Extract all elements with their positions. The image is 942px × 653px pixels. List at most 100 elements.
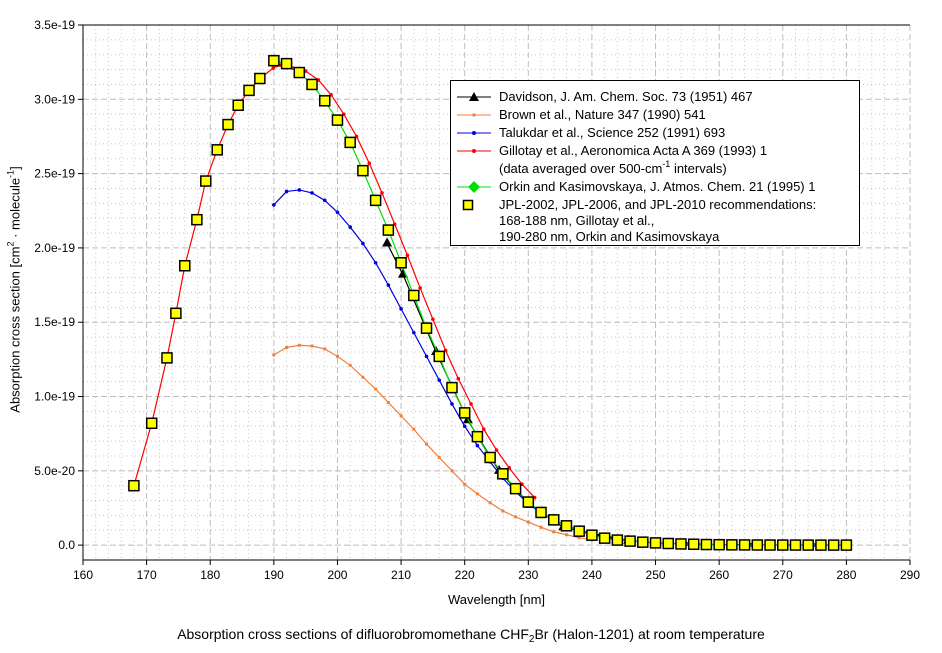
data-point	[272, 353, 276, 357]
data-point	[412, 427, 416, 431]
data-point	[361, 375, 365, 379]
data-point	[437, 378, 442, 382]
data-point	[374, 387, 378, 391]
data-point-square	[637, 536, 649, 548]
data-point-square	[471, 430, 484, 443]
legend-note-part: (data averaged over 500-cm	[499, 161, 663, 176]
legend-label-talukdar: Talukdar et al., Science 252 (1991) 693	[499, 125, 726, 140]
x-tick-label: 270	[773, 568, 793, 582]
data-point-square	[254, 72, 266, 85]
data-point	[450, 469, 454, 473]
data-point	[488, 501, 492, 505]
data-point	[322, 198, 327, 203]
legend-label-gillotay-note: (data averaged over 500-cm-1 intervals)	[499, 160, 727, 177]
y-label-part: · molecule	[7, 177, 23, 242]
data-point	[450, 402, 454, 406]
data-point	[456, 376, 461, 381]
legend-symbol-diamond-icon	[457, 181, 491, 193]
data-point-square	[211, 144, 223, 156]
x-tick-label: 170	[137, 568, 157, 582]
data-point-square	[433, 350, 445, 363]
data-point-square	[624, 535, 636, 547]
legend-label-jpl-line: 190-280 nm, Orkin and Kasimovskaya	[499, 229, 720, 244]
x-tick-label: 200	[327, 568, 347, 582]
data-point-square	[700, 538, 713, 551]
data-point	[526, 520, 530, 524]
data-point-square	[318, 95, 331, 107]
data-point-square	[611, 534, 624, 546]
data-point	[514, 515, 518, 519]
y-label-part: Absorption cross section [cm	[7, 246, 23, 413]
data-point-square	[509, 482, 522, 495]
data-point	[481, 427, 486, 432]
data-point	[462, 424, 467, 429]
legend: Davidson, J. Am. Chem. Soc. 73 (1951) 46…	[450, 80, 860, 246]
legend-label-davidson: Davidson, J. Am. Chem. Soc. 73 (1951) 46…	[499, 89, 753, 104]
y-label-sup: -1	[5, 169, 16, 178]
caption-part: Br (Halon-1201) at room temperature	[534, 626, 765, 642]
data-point-square	[306, 78, 318, 91]
data-point	[272, 203, 276, 207]
data-point	[380, 191, 384, 195]
x-tick-label: 230	[518, 568, 538, 582]
data-point	[552, 530, 556, 534]
x-axis-label: Wavelength [nm]	[447, 592, 546, 607]
data-point	[539, 525, 543, 529]
legend-label-gillotay: Gillotay et al., Aeronomica Acta A 369 (…	[499, 143, 768, 158]
legend-label-orkin: Orkin and Kasimovskaya, J. Atmos. Chem. …	[499, 179, 816, 194]
data-point-square	[675, 538, 687, 550]
data-point-square	[179, 260, 191, 272]
data-point-square	[458, 407, 471, 419]
data-point-square	[764, 539, 776, 551]
x-tick-label: 190	[264, 568, 284, 582]
legend-label-brown: Brown et al., Nature 347 (1990) 541	[499, 107, 706, 122]
data-point-square	[395, 257, 407, 269]
data-point	[412, 330, 416, 335]
data-point-square	[280, 57, 293, 70]
legend-symbol-square-icon	[462, 199, 474, 211]
series-line	[273, 60, 847, 546]
data-point	[271, 66, 276, 70]
legend-note-part: intervals)	[670, 161, 727, 176]
data-point-square	[713, 538, 725, 551]
data-point	[361, 241, 365, 246]
data-point-square	[484, 451, 496, 464]
series-0	[382, 237, 634, 544]
data-point-square	[369, 194, 382, 207]
data-point	[373, 260, 378, 265]
data-point	[469, 402, 473, 406]
series-line	[133, 64, 536, 498]
data-point-square	[170, 307, 182, 320]
data-point	[348, 225, 352, 229]
data-point	[335, 210, 340, 215]
data-point-square	[222, 118, 234, 131]
data-point-square	[777, 539, 789, 551]
y-tick-label: 3.0e-19	[34, 92, 75, 106]
data-point-square	[420, 322, 433, 334]
y-label-sup: 2	[5, 241, 16, 247]
data-point-square	[548, 514, 560, 526]
data-point-square	[145, 417, 158, 430]
data-point	[425, 442, 429, 446]
y-tick-label: 5.0e-20	[34, 464, 75, 478]
data-point	[367, 161, 372, 166]
data-point-square	[726, 539, 738, 551]
y-tick-label: 1.0e-19	[34, 390, 75, 404]
data-point-square	[789, 539, 802, 551]
y-label-part: ]	[7, 166, 23, 170]
series-1	[272, 343, 594, 542]
data-point-square	[344, 136, 356, 149]
data-point-square	[815, 539, 827, 551]
data-point-square	[357, 164, 369, 177]
x-tick-label: 240	[582, 568, 602, 582]
data-point-square	[827, 539, 840, 551]
data-point	[475, 492, 479, 496]
x-tick-label: 260	[709, 568, 729, 582]
data-point	[399, 414, 403, 418]
x-tick-label: 290	[900, 568, 920, 582]
y-tick-label: 2.5e-19	[34, 167, 75, 181]
data-point-square	[751, 539, 764, 551]
data-point-triangle	[382, 237, 393, 247]
y-tick-label: 3.5e-19	[34, 18, 75, 32]
data-point	[424, 354, 429, 359]
